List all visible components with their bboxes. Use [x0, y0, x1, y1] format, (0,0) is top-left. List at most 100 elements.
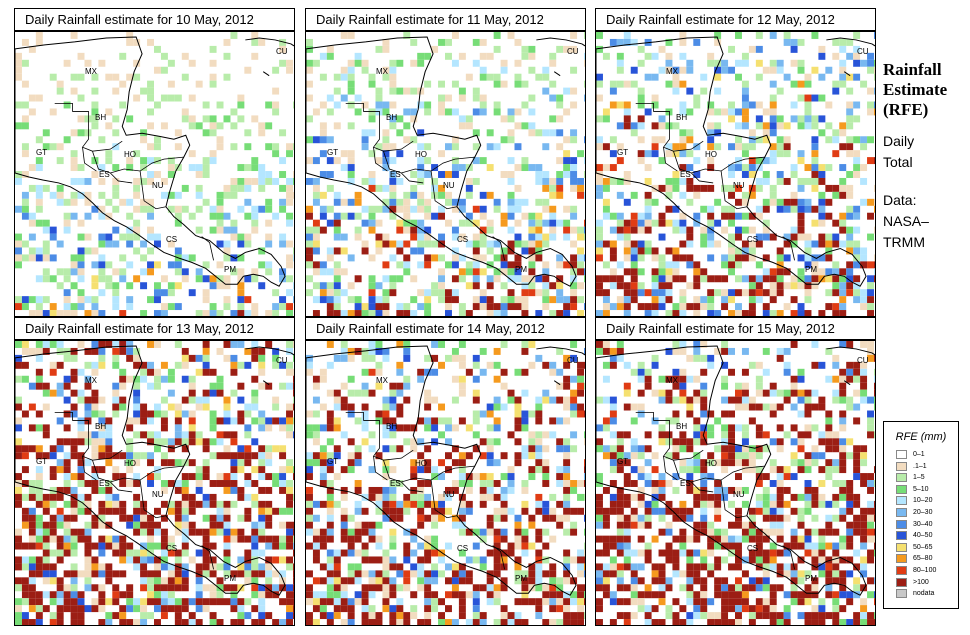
- rain-cell: [347, 198, 355, 206]
- rain-cell: [361, 507, 369, 515]
- rain-cell: [209, 410, 217, 418]
- rain-cell: [602, 303, 610, 311]
- rain-cell: [839, 129, 847, 137]
- rain-cell: [570, 389, 578, 397]
- rain-cell: [528, 219, 536, 227]
- rain-cell: [70, 212, 78, 220]
- rain-cell: [167, 605, 175, 613]
- rain-cell: [319, 445, 327, 453]
- rain-cell: [188, 150, 196, 158]
- rain-cell: [630, 219, 638, 227]
- rain-cell: [762, 563, 770, 571]
- rain-cell: [286, 424, 294, 432]
- rain-cell: [244, 347, 252, 355]
- rain-cell: [563, 570, 571, 578]
- rain-cell: [35, 466, 43, 474]
- rain-cell: [244, 473, 252, 481]
- rain-cell: [693, 563, 701, 571]
- rain-cell: [361, 570, 369, 578]
- rain-cell: [556, 438, 564, 446]
- rain-cell: [755, 452, 763, 460]
- rain-cell: [755, 389, 763, 397]
- rain-cell: [665, 480, 673, 487]
- rain-cell: [542, 184, 550, 192]
- rain-cell: [133, 514, 141, 522]
- rain-cell: [479, 480, 487, 487]
- rain-cell: [293, 375, 294, 383]
- rain-cell: [167, 80, 175, 88]
- rain-cell: [202, 164, 210, 172]
- rain-cell: [776, 268, 784, 276]
- rain-cell: [21, 445, 29, 453]
- rain-cell: [389, 80, 397, 88]
- rain-cell: [368, 115, 376, 123]
- rain-cell: [776, 347, 784, 355]
- rain-cell: [714, 507, 722, 515]
- rain-cell: [472, 591, 480, 599]
- rain-cell: [42, 556, 50, 564]
- rain-cell: [28, 310, 36, 316]
- rain-cell: [665, 66, 673, 74]
- rain-cell: [333, 556, 341, 564]
- rain-cell: [514, 598, 522, 606]
- rain-cell: [181, 361, 189, 369]
- rain-cell: [91, 389, 99, 397]
- rain-cell: [382, 563, 390, 571]
- rain-cell: [493, 493, 501, 501]
- rain-cell: [486, 410, 494, 418]
- rain-cell: [623, 382, 631, 390]
- rain-cell: [735, 396, 742, 404]
- rain-cell: [637, 289, 645, 297]
- rain-cell: [672, 122, 680, 130]
- rain-cell: [637, 521, 645, 529]
- rain-cell: [797, 212, 805, 220]
- rain-cell: [272, 150, 280, 158]
- rain-cell: [181, 438, 189, 446]
- rain-cell: [389, 431, 397, 439]
- rain-cell: [616, 438, 624, 446]
- country-label-nu: NU: [733, 181, 745, 190]
- rain-cell: [340, 164, 348, 172]
- rain-cell: [596, 45, 603, 53]
- rain-cell: [340, 466, 348, 474]
- rain-cell: [679, 150, 687, 158]
- rain-cell: [35, 570, 43, 578]
- rain-cell: [542, 275, 550, 283]
- rain-cell: [769, 410, 777, 418]
- rain-cell: [860, 556, 868, 564]
- rain-cell: [195, 184, 203, 192]
- rain-cell: [465, 184, 473, 192]
- rain-cell: [493, 542, 501, 550]
- rain-cell: [755, 577, 763, 585]
- rain-cell: [230, 528, 238, 536]
- rain-cell: [679, 226, 687, 234]
- rain-cell: [154, 403, 161, 411]
- rain-cell: [431, 473, 439, 481]
- rain-cell: [825, 473, 833, 481]
- rain-cell: [693, 438, 701, 446]
- rain-cell: [77, 164, 85, 172]
- rain-cell: [293, 417, 294, 425]
- rain-cell: [507, 431, 515, 439]
- rain-cell: [445, 108, 452, 116]
- rain-cell: [596, 177, 603, 185]
- rain-cell: [49, 521, 57, 529]
- rain-cell: [563, 296, 571, 304]
- rain-cell: [721, 612, 729, 620]
- rain-cell: [535, 556, 543, 564]
- rain-cell: [707, 275, 715, 283]
- rain-cell: [410, 605, 418, 613]
- rain-cell: [853, 375, 861, 383]
- rain-cell: [223, 570, 231, 578]
- rain-cell: [361, 605, 369, 613]
- rain-cell: [748, 157, 756, 165]
- rain-cell: [272, 177, 280, 185]
- rain-cell: [748, 403, 756, 411]
- rain-cell: [825, 233, 833, 241]
- rain-cell: [70, 198, 78, 206]
- rain-cell: [181, 570, 189, 578]
- rain-cell: [472, 205, 480, 213]
- rain-cell: [658, 577, 666, 585]
- rain-cell: [714, 66, 722, 74]
- rain-cell: [319, 191, 327, 199]
